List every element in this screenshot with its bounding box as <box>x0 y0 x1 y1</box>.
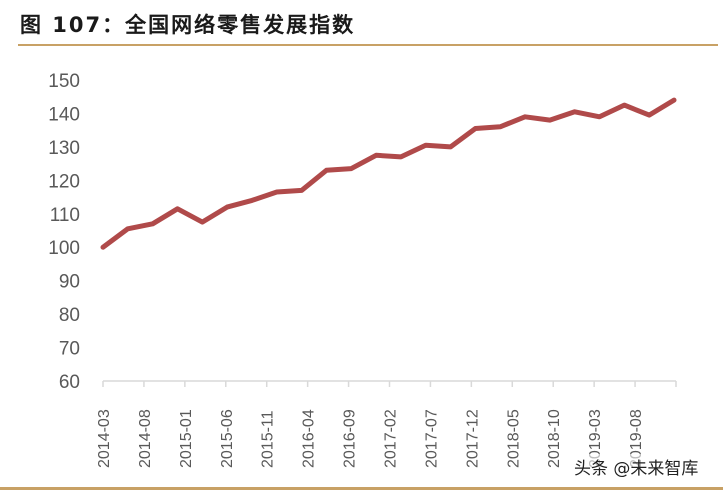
x-tick-label: 2015-06 <box>219 409 236 468</box>
x-tick-label: 2019-03 <box>587 409 604 468</box>
x-tick-label: 2017-12 <box>464 409 481 468</box>
series-line <box>100 97 677 250</box>
y-tick-label: 80 <box>59 305 80 326</box>
x-axis: 2014-03 2014-08 2015-01 2015-06 2015-11 2016-… <box>96 380 677 468</box>
x-tick-label: 2015-01 <box>178 409 195 468</box>
x-tick-label: 2016-04 <box>301 409 318 468</box>
bottom-divider <box>0 487 723 490</box>
y-tick-label: 100 <box>48 238 80 259</box>
x-tick-label: 2017-02 <box>383 409 400 468</box>
x-tick-label: 2015-11 <box>260 410 277 468</box>
y-tick-label: 140 <box>48 104 80 125</box>
watermark: 头条 @未来智库 <box>574 454 699 479</box>
y-tick-label: 120 <box>48 171 80 192</box>
y-tick-label: 110 <box>50 205 80 226</box>
x-tick-label: 2018-10 <box>546 409 563 468</box>
x-tick-label: 2018-05 <box>505 409 522 468</box>
x-tick-label: 2014-08 <box>137 409 154 468</box>
title-divider <box>18 44 718 46</box>
y-tick-label: 90 <box>59 272 80 293</box>
x-tick-label: 2017-07 <box>423 409 440 468</box>
figure-title: 图 107：全国网络零售发展指数 <box>20 13 356 37</box>
y-axis: 60 70 80 90 100 110 120 130 140 150 <box>48 71 80 393</box>
y-tick-label: 130 <box>48 138 80 159</box>
y-tick-label: 150 <box>48 71 80 92</box>
x-tick-label: 2019-08 <box>628 409 645 468</box>
x-tick-label: 2014-03 <box>96 409 113 468</box>
y-tick-label: 60 <box>59 372 80 393</box>
x-tick-label: 2016-09 <box>342 409 359 468</box>
y-tick-label: 70 <box>59 339 80 360</box>
